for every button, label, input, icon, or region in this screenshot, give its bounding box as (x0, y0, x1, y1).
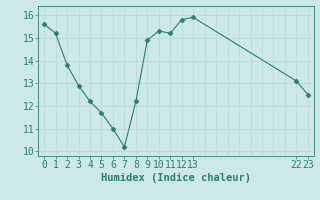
X-axis label: Humidex (Indice chaleur): Humidex (Indice chaleur) (101, 173, 251, 183)
